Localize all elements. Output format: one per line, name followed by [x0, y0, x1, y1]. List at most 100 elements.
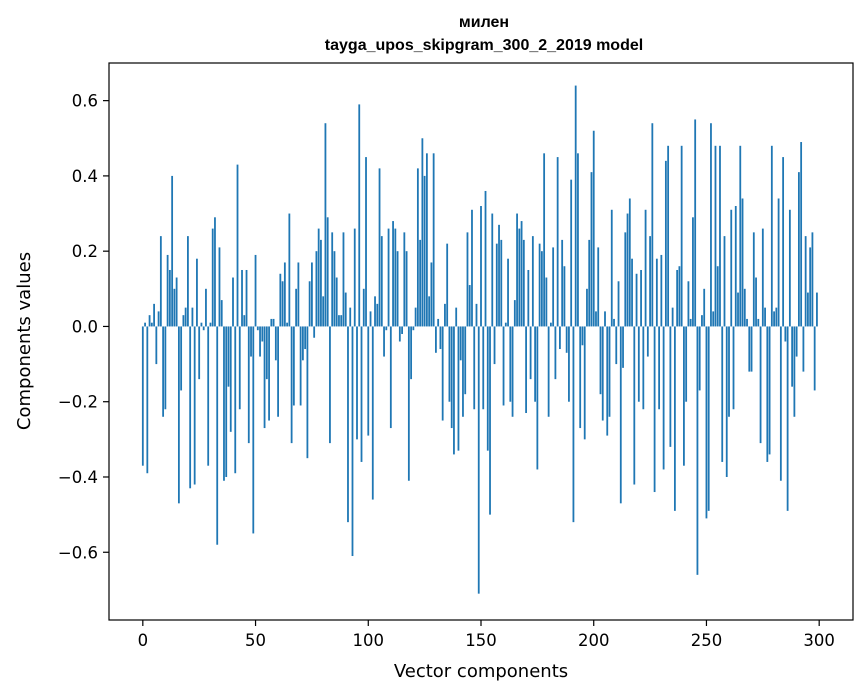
- bar-138: [453, 326, 455, 455]
- bar-98: [362, 288, 365, 327]
- bar-40: [232, 277, 234, 327]
- bar-194: [579, 326, 582, 429]
- bar-179: [545, 277, 548, 327]
- x-tick-label: 150: [465, 631, 497, 650]
- bar-238: [678, 266, 681, 327]
- bar-247: [698, 326, 701, 391]
- bar-65: [288, 213, 291, 327]
- bar-228: [655, 258, 658, 327]
- bar-23: [193, 326, 196, 485]
- bar-198: [588, 239, 591, 327]
- bar-122: [416, 168, 419, 327]
- bar-243: [689, 318, 692, 327]
- bar-249: [703, 288, 706, 327]
- bar-73: [306, 326, 309, 459]
- x-tick-label: 100: [353, 631, 385, 650]
- bar-279: [770, 145, 773, 327]
- bar-29: [207, 326, 210, 466]
- bar-111: [392, 221, 394, 327]
- bar-39: [229, 326, 232, 432]
- bar-44: [241, 269, 243, 327]
- bar-226: [651, 123, 654, 327]
- bar-33: [216, 326, 219, 545]
- bar-274: [759, 326, 762, 444]
- bar-12: [168, 269, 171, 327]
- bar-185: [559, 326, 561, 350]
- bar-53: [261, 326, 264, 342]
- bar-225: [649, 236, 651, 327]
- bar-275: [761, 228, 764, 327]
- bar-166: [516, 213, 518, 327]
- bar-202: [597, 247, 600, 327]
- bar-45: [243, 315, 246, 327]
- y-axis-label: Components values: [14, 252, 35, 430]
- bar-25: [198, 326, 201, 380]
- bar-287: [788, 209, 791, 327]
- bar-79: [320, 239, 322, 327]
- bar-43: [238, 326, 241, 410]
- bar-153: [486, 326, 489, 451]
- bar-95: [356, 326, 358, 440]
- bar-123: [419, 239, 422, 327]
- bar-217: [631, 258, 633, 327]
- bar-223: [644, 209, 647, 327]
- bar-48: [250, 326, 252, 357]
- bar-154: [489, 326, 491, 515]
- bar-56: [268, 326, 270, 421]
- bar-145: [468, 285, 471, 327]
- bar-100: [367, 326, 370, 436]
- bar-161: [504, 322, 507, 327]
- bar-59: [274, 326, 277, 361]
- bar-92: [349, 307, 352, 327]
- bar-171: [527, 269, 530, 327]
- bar-6: [155, 326, 158, 365]
- chart-title-line-1: милен: [459, 14, 509, 31]
- bar-264: [737, 292, 739, 327]
- bar-113: [396, 251, 399, 327]
- bar-262: [732, 326, 735, 410]
- bar-115: [401, 326, 403, 334]
- bar-89: [342, 232, 345, 327]
- bar-81: [324, 123, 327, 327]
- bar-107: [383, 326, 385, 357]
- bar-47: [247, 326, 250, 444]
- bar-34: [218, 247, 221, 327]
- bar-94: [353, 228, 356, 327]
- bar-204: [601, 326, 604, 421]
- bar-215: [626, 213, 629, 327]
- bar-57: [270, 318, 273, 327]
- bar-38: [227, 326, 230, 387]
- bar-10: [164, 326, 167, 410]
- bar-18: [182, 315, 185, 327]
- bar-227: [653, 326, 656, 493]
- bar-70: [299, 326, 302, 406]
- bar-299: [816, 292, 818, 327]
- bar-26: [200, 322, 203, 327]
- x-tick-label: 200: [578, 631, 610, 650]
- bar-83: [329, 326, 331, 444]
- bar-176: [538, 243, 541, 327]
- bar-276: [764, 307, 766, 327]
- bar-37: [225, 326, 228, 477]
- bar-139: [455, 307, 458, 327]
- bar-152: [484, 190, 487, 327]
- bar-117: [405, 251, 408, 327]
- bar-162: [507, 258, 509, 327]
- bars-layer: [141, 85, 818, 594]
- bar-251: [707, 326, 710, 511]
- bar-127: [428, 296, 431, 327]
- bar-221: [640, 269, 642, 327]
- bar-46: [245, 269, 248, 327]
- bar-160: [502, 326, 505, 406]
- bar-174: [534, 326, 537, 402]
- bar-109: [387, 228, 390, 327]
- bar-158: [498, 224, 500, 327]
- bar-183: [554, 326, 557, 380]
- bar-229: [658, 326, 661, 410]
- bar-35: [220, 300, 223, 327]
- bar-132: [439, 326, 442, 350]
- bar-156: [493, 326, 496, 365]
- bar-32: [214, 217, 216, 327]
- bar-3: [148, 315, 151, 327]
